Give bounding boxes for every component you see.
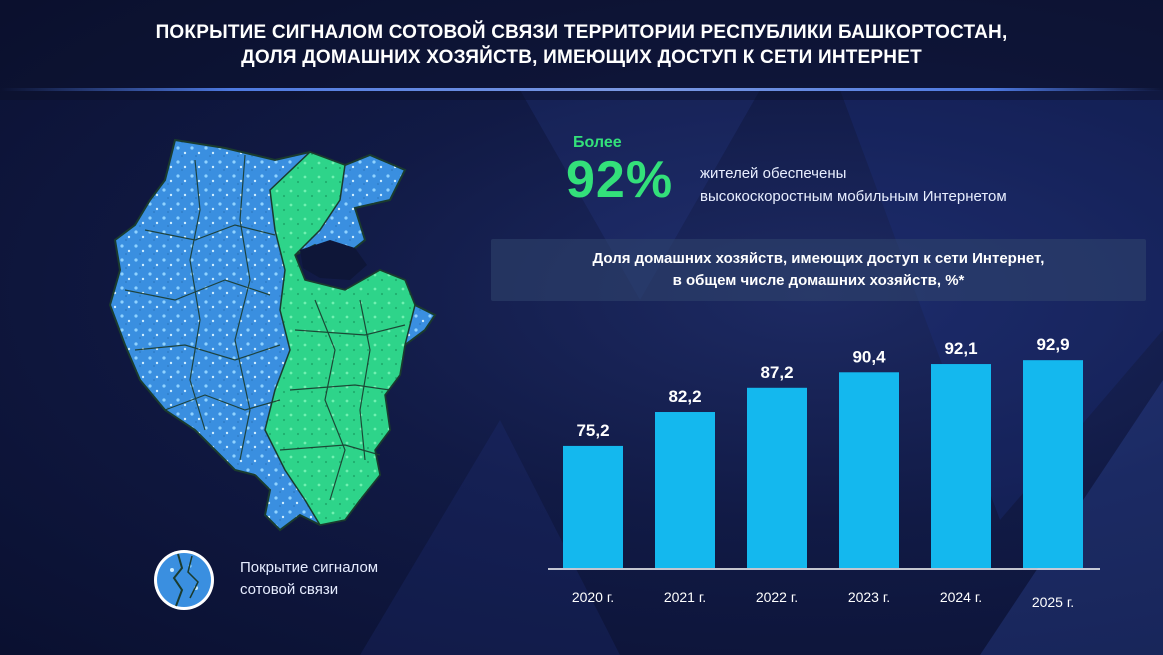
coverage-legend-icon [154, 550, 214, 610]
bar-value-label-1: 82,2 [668, 387, 701, 406]
stat-text-line-2: высокоскоростным мобильным Интернетом [700, 188, 1007, 205]
stat-text-line-1: жителей обеспечены [700, 165, 847, 182]
title-divider [0, 88, 1163, 91]
bar-3 [839, 372, 899, 568]
bar-1 [655, 412, 715, 568]
x-tick-label-0: 2020 г. [572, 589, 614, 605]
bar-value-label-4: 92,1 [944, 339, 977, 358]
coverage-legend-label: Покрытие сигналом сотовой связи [240, 557, 460, 601]
chart-title-panel [491, 239, 1146, 301]
bar-value-label-2: 87,2 [760, 363, 793, 382]
stat-prefix: Более [573, 134, 622, 151]
x-tick-label-2: 2022 г. [756, 589, 798, 605]
bar-4 [931, 364, 991, 568]
chart-title-line-2: в общем числе домашних хозяйств, %* [672, 272, 965, 289]
chart-title-line-1: Доля домашних хозяйств, имеющих доступ к… [592, 250, 1045, 267]
legend-line-1: Покрытие сигналом [240, 559, 379, 576]
bar-value-label-3: 90,4 [852, 347, 886, 366]
x-tick-label-1: 2021 г. [664, 589, 706, 605]
coverage-map [108, 138, 437, 532]
x-tick-label-4: 2024 г. [940, 589, 982, 605]
x-tick-label-5: 2025 г. [1032, 594, 1074, 610]
district-borders [124, 154, 406, 501]
title-line-2: ДОЛЯ ДОМАШНИХ ХОЗЯЙСТВ, ИМЕЮЩИХ ДОСТУП К… [241, 47, 922, 68]
page-title: ПОКРЫТИЕ СИГНАЛОМ СОТОВОЙ СВЯЗИ ТЕРРИТОР… [60, 20, 1103, 70]
bar-5 [1023, 360, 1083, 568]
title-line-1: ПОКРЫТИЕ СИГНАЛОМ СОТОВОЙ СВЯЗИ ТЕРРИТОР… [155, 22, 1008, 43]
bar-chart: 75,2 2020 г. 82,2 2021 г. 87,2 2022 г. 90,4 202… [548, 335, 1100, 610]
bar-value-label-5: 92,9 [1036, 335, 1069, 354]
bar-0 [563, 445, 623, 568]
bar-value-label-0: 75,2 [576, 421, 609, 440]
stat-value: 92% [566, 151, 674, 209]
legend-line-2: сотовой связи [240, 581, 339, 598]
chart-title: Доля домашних хозяйств, имеющих доступ к… [491, 248, 1146, 292]
map-lake [300, 240, 367, 280]
map-highlight-east [264, 151, 416, 526]
x-tick-label-3: 2023 г. [848, 589, 890, 605]
bar-2 [747, 387, 807, 568]
stat-description: жителей обеспечены высокоскоростным моби… [700, 162, 1120, 208]
